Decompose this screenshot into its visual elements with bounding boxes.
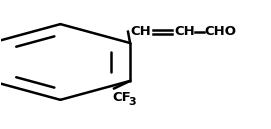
Text: 3: 3 xyxy=(128,97,136,107)
Text: CHO: CHO xyxy=(205,25,237,38)
Text: CH: CH xyxy=(130,25,151,38)
Text: CH: CH xyxy=(175,25,195,38)
Text: CF: CF xyxy=(113,91,131,104)
